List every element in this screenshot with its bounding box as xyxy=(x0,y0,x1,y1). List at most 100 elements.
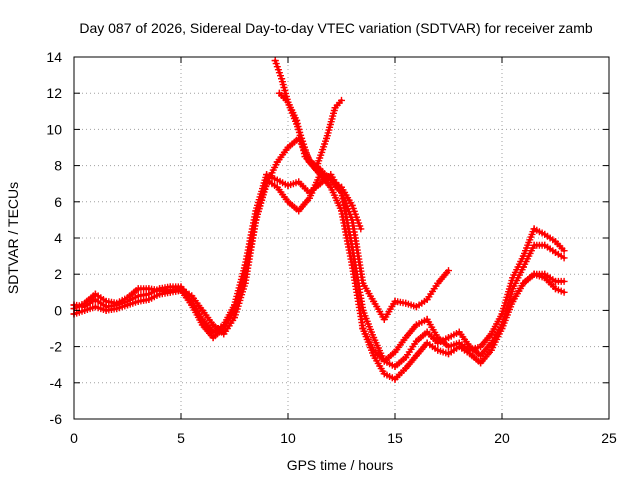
data-point xyxy=(370,297,378,305)
data-point xyxy=(327,183,335,191)
x-tick-label: 25 xyxy=(601,430,617,446)
data-point xyxy=(188,292,196,300)
data-point xyxy=(552,238,559,246)
data-point xyxy=(316,180,324,188)
y-tick-label: 12 xyxy=(46,85,62,101)
data-point xyxy=(402,334,410,342)
data-point xyxy=(380,315,388,323)
series-trace xyxy=(72,173,566,381)
chart-title: Day 087 of 2026, Sidereal Day-to-day VTE… xyxy=(79,20,592,36)
x-tick-label: 15 xyxy=(387,430,403,446)
data-point xyxy=(241,279,249,287)
data-point xyxy=(252,216,260,224)
data-point xyxy=(412,321,420,329)
axis-ticks: 0 5 10 15 20 25 -6 -4 -2 0 2 4 6 8 10 12 14 xyxy=(46,49,617,446)
data-point xyxy=(273,183,281,191)
data-point xyxy=(273,158,281,166)
data-point xyxy=(338,96,345,104)
data-point xyxy=(560,277,568,285)
y-tick-label: -4 xyxy=(50,375,63,391)
x-tick-label: 20 xyxy=(494,430,510,446)
data-point xyxy=(91,303,99,311)
data-point xyxy=(295,207,303,215)
data-point xyxy=(113,299,121,307)
y-axis-title: SDTVAR / TECUs xyxy=(5,182,21,294)
data-point xyxy=(81,299,89,307)
y-tick-label: 10 xyxy=(46,121,62,137)
y-tick-label: -2 xyxy=(50,339,63,355)
data-point xyxy=(231,314,238,322)
data-point xyxy=(145,285,153,293)
x-tick-label: 0 xyxy=(70,430,78,446)
data-point xyxy=(434,339,442,347)
data-point xyxy=(91,290,99,298)
data-series-series-g xyxy=(509,270,568,305)
data-point xyxy=(263,180,271,188)
data-point xyxy=(487,339,495,347)
data-point xyxy=(156,287,164,294)
data-point xyxy=(519,279,527,287)
data-point xyxy=(434,279,442,287)
data-point xyxy=(145,296,153,303)
data-point xyxy=(305,194,313,202)
data-point xyxy=(423,315,431,323)
data-point xyxy=(370,346,378,354)
data-point xyxy=(278,75,286,83)
x-axis-title: GPS time / hours xyxy=(287,457,394,473)
x-tick-label: 5 xyxy=(177,430,185,446)
data-point xyxy=(166,287,174,294)
data-point xyxy=(338,207,345,215)
data-point xyxy=(560,247,568,255)
data-series-series-f xyxy=(359,241,568,370)
data-point xyxy=(188,301,196,309)
data-point xyxy=(338,183,345,191)
data-point xyxy=(284,98,292,106)
data-point xyxy=(530,270,538,278)
data-point xyxy=(102,297,110,305)
data-point xyxy=(498,321,506,329)
data-point xyxy=(541,241,549,249)
data-series-series-d xyxy=(271,57,365,233)
data-point xyxy=(391,375,399,383)
data-point xyxy=(102,306,110,314)
data-point xyxy=(124,294,131,302)
data-series-series-c xyxy=(70,134,452,338)
data-point xyxy=(301,153,309,161)
data-point xyxy=(412,303,420,311)
data-point xyxy=(509,297,517,305)
data-point xyxy=(455,343,463,351)
data-point xyxy=(423,328,431,336)
data-point xyxy=(552,249,559,256)
data-point xyxy=(275,89,283,97)
data-point xyxy=(295,178,303,186)
data-point xyxy=(509,285,517,293)
data-point xyxy=(466,343,474,351)
data-point xyxy=(530,241,538,249)
data-point xyxy=(177,285,185,293)
grid xyxy=(74,57,609,419)
data-point xyxy=(541,230,549,238)
data-point xyxy=(391,348,399,356)
data-series-series-b xyxy=(70,171,568,383)
x-tick-label: 10 xyxy=(280,430,296,446)
data-point xyxy=(380,370,388,378)
data-point xyxy=(552,285,559,293)
data-point xyxy=(434,346,442,354)
data-point xyxy=(423,296,431,303)
data-point xyxy=(455,328,463,336)
data-point xyxy=(477,359,485,367)
data-point xyxy=(209,334,217,342)
data-point xyxy=(273,176,281,184)
data-point xyxy=(412,337,420,345)
y-tick-label: 2 xyxy=(54,266,62,282)
data-point xyxy=(380,357,388,365)
data-point xyxy=(423,339,431,347)
data-point xyxy=(487,330,495,338)
y-tick-label: 6 xyxy=(54,194,62,210)
data-point xyxy=(198,306,206,314)
data-point xyxy=(445,267,452,275)
data-point xyxy=(466,350,474,358)
data-point xyxy=(402,299,410,307)
data-point xyxy=(477,343,485,351)
